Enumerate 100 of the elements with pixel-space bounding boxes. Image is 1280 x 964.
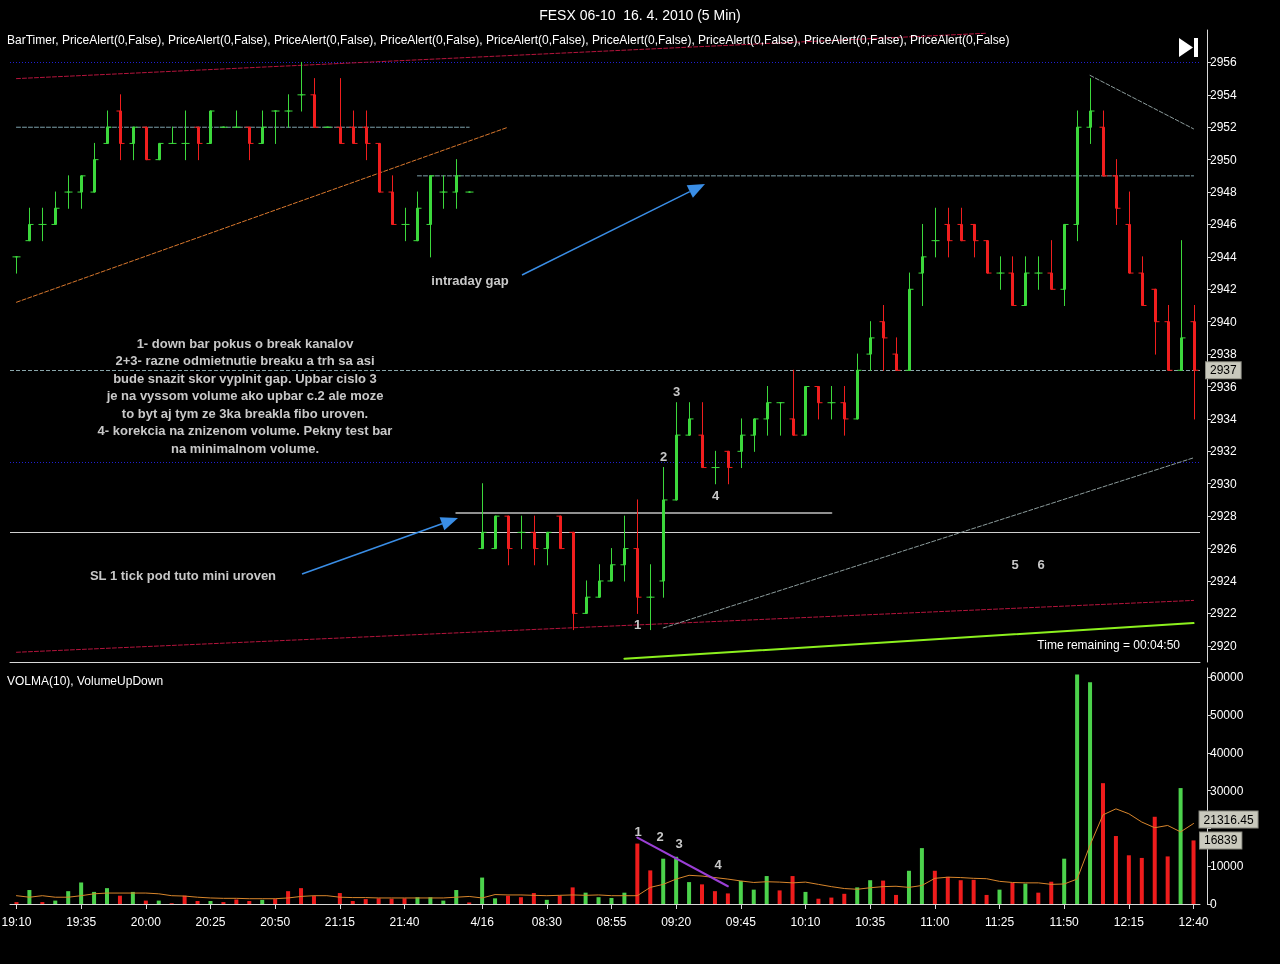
data-label: 21316.45	[1203, 812, 1254, 827]
bar	[958, 880, 963, 904]
x-tick-label: 20:25	[195, 915, 226, 929]
bar	[195, 900, 200, 904]
x-tick-label: 10:35	[855, 915, 886, 929]
bar	[790, 876, 795, 904]
bar	[932, 870, 937, 904]
bar	[480, 877, 485, 904]
bar	[803, 891, 808, 904]
bar	[1113, 836, 1118, 904]
annotation: 2	[656, 828, 664, 844]
bar	[454, 890, 459, 904]
bar	[247, 900, 252, 904]
y-tick-label: 40000	[1210, 745, 1244, 760]
bar	[1023, 883, 1028, 904]
bar	[1165, 856, 1170, 904]
y-tick-label: 50000	[1210, 708, 1244, 723]
bar	[945, 876, 950, 904]
bar	[661, 858, 666, 904]
bar	[816, 898, 821, 904]
x-tick-label: 20:00	[130, 915, 162, 929]
bar	[1088, 682, 1093, 904]
bar	[712, 891, 717, 904]
bar	[751, 889, 756, 904]
annotation: VOLMA(10), VolumeUpDown	[7, 674, 164, 688]
bar	[531, 893, 536, 904]
bar	[1126, 855, 1131, 904]
x-tick-label: 21:15	[324, 915, 356, 929]
bar	[687, 882, 692, 904]
y-tick-label: 30000	[1210, 783, 1244, 798]
x-tick-label: 4/16	[470, 915, 495, 929]
x-tick-label: 12:40	[1178, 915, 1209, 929]
annotation: 3	[675, 835, 683, 851]
x-tick-label: 11:25	[984, 915, 1015, 929]
bar	[868, 880, 873, 904]
bar	[311, 896, 316, 904]
bar	[273, 899, 278, 904]
bar	[674, 856, 679, 904]
bar	[881, 880, 886, 904]
bar	[1139, 857, 1144, 904]
bar	[764, 876, 769, 904]
y-tick-label: 60000	[1210, 670, 1244, 685]
x-tick-label: 08:55	[596, 915, 627, 929]
x-tick-label: 08:30	[531, 915, 563, 929]
annotation: 16839	[1204, 833, 1238, 848]
bar	[700, 884, 705, 904]
bar	[260, 899, 265, 904]
bar	[79, 882, 84, 904]
bar	[894, 894, 899, 904]
x-tick-label: 10:10	[790, 915, 821, 929]
bar	[1036, 892, 1041, 904]
bar	[1191, 840, 1196, 904]
bar	[855, 887, 860, 904]
x-tick-label: 09:45	[725, 915, 757, 929]
bar	[1152, 816, 1157, 904]
bar	[1075, 674, 1080, 904]
bar	[234, 899, 239, 904]
y-tick-label: 10000	[1210, 859, 1244, 874]
bar	[635, 843, 640, 904]
bar	[1062, 858, 1067, 904]
bar	[117, 895, 122, 904]
bar	[350, 900, 355, 904]
bar	[777, 890, 782, 904]
bar	[971, 879, 976, 904]
bar	[389, 898, 394, 904]
bar	[518, 897, 523, 904]
bar	[997, 889, 1002, 904]
x-tick-label: 21:40	[389, 915, 420, 929]
bar	[1049, 881, 1054, 904]
bar	[363, 899, 368, 904]
bar	[738, 880, 743, 904]
bar	[596, 897, 601, 904]
bar	[829, 897, 834, 904]
bar	[906, 870, 911, 904]
bar	[842, 893, 847, 904]
bar	[544, 899, 549, 904]
x-tick-label: 11:00	[920, 915, 950, 929]
bar	[919, 848, 924, 904]
bar	[984, 894, 989, 904]
bar	[609, 897, 614, 904]
x-tick-label: 09:20	[661, 915, 692, 929]
x-tick-label: 19:10	[1, 915, 32, 929]
bar	[557, 895, 562, 904]
bar	[208, 900, 213, 904]
bar	[1010, 882, 1015, 904]
bar	[725, 893, 730, 904]
bar	[493, 898, 498, 904]
x-tick-label: 11:50	[1049, 915, 1080, 929]
line-series	[15, 808, 1195, 900]
x-tick-label: 12:15	[1113, 915, 1145, 929]
y-tick-label: 0	[1210, 897, 1217, 911]
bar	[1178, 788, 1183, 904]
bar	[66, 891, 71, 904]
bar	[648, 870, 653, 904]
x-tick-label: 20:50	[260, 915, 291, 929]
bar	[505, 895, 510, 904]
bar	[1100, 783, 1105, 904]
x-tick-label: 19:35	[66, 915, 97, 929]
annotation: 1	[634, 823, 642, 839]
annotation: 4	[714, 856, 723, 872]
